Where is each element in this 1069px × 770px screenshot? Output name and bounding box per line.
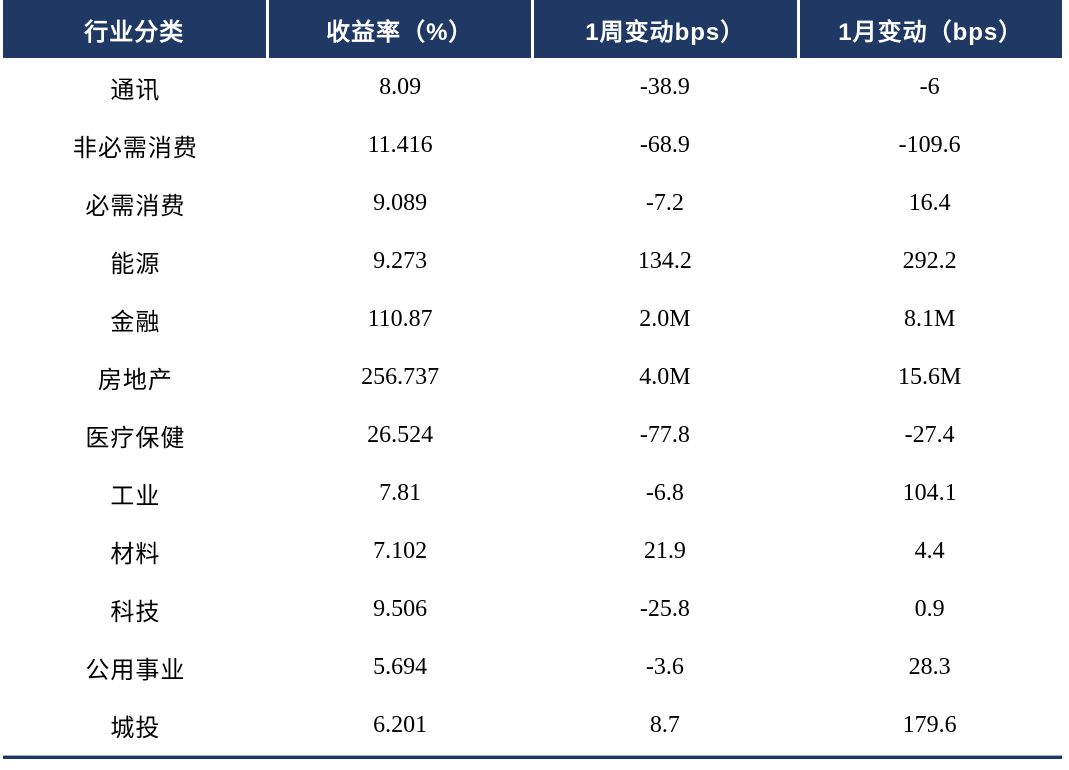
month-change-cell: 4.4 bbox=[914, 537, 945, 564]
week-change-cell: 8.7 bbox=[649, 711, 680, 738]
week-change-cell: 134.2 bbox=[637, 247, 692, 274]
week-change-cell: -38.9 bbox=[639, 73, 690, 100]
table-row: 金融 110.87 2.0M 8.1M bbox=[3, 290, 1062, 348]
yield-cell: 5.694 bbox=[373, 653, 428, 680]
month-change-cell: 104.1 bbox=[902, 479, 957, 506]
yield-cell: 9.273 bbox=[373, 247, 428, 274]
month-change-cell: -6 bbox=[919, 73, 940, 100]
table-row: 工业 7.81 -6.8 104.1 bbox=[3, 464, 1062, 522]
industry-cell: 必需消费 bbox=[85, 192, 186, 220]
week-change-cell: -25.8 bbox=[639, 595, 690, 622]
industry-cell: 能源 bbox=[110, 250, 161, 278]
month-change-cell: 16.4 bbox=[908, 189, 951, 216]
industry-cell: 金融 bbox=[110, 308, 161, 336]
week-change-cell: -3.6 bbox=[645, 653, 684, 680]
industry-cell: 房地产 bbox=[97, 366, 173, 394]
month-change-cell: 179.6 bbox=[902, 711, 957, 738]
week-change-cell: 2.0M bbox=[639, 305, 691, 332]
week-change-cell: -77.8 bbox=[639, 421, 690, 448]
industry-cell: 医疗保健 bbox=[85, 424, 186, 452]
yield-cell: 9.506 bbox=[373, 595, 428, 622]
table-row: 房地产 256.737 4.0M 15.6M bbox=[3, 348, 1062, 406]
yield-cell: 110.87 bbox=[367, 305, 433, 332]
table-row: 科技 9.506 -25.8 0.9 bbox=[3, 580, 1062, 638]
table-row: 材料 7.102 21.9 4.4 bbox=[3, 522, 1062, 580]
week-change-cell: 21.9 bbox=[643, 537, 686, 564]
industry-cell: 城投 bbox=[110, 714, 161, 742]
yield-cell: 8.09 bbox=[379, 73, 422, 100]
week-change-cell: -68.9 bbox=[639, 131, 690, 158]
week-change-cell: 4.0M bbox=[639, 363, 691, 390]
header-month-change-bps: 1月变动（bps） bbox=[799, 0, 1062, 58]
industry-cell: 工业 bbox=[110, 482, 161, 510]
industry-cell: 公用事业 bbox=[85, 656, 186, 684]
table-row: 非必需消费 11.416 -68.9 -109.6 bbox=[3, 116, 1062, 174]
yield-cell: 256.737 bbox=[361, 363, 440, 390]
industry-cell: 科技 bbox=[110, 598, 161, 626]
month-change-cell: 0.9 bbox=[914, 595, 945, 622]
yield-cell: 11.416 bbox=[367, 131, 433, 158]
header-industry: 行业分类 bbox=[3, 0, 266, 58]
month-change-cell: 292.2 bbox=[902, 247, 957, 274]
header-yield-pct: 收益率（%） bbox=[268, 0, 531, 58]
week-change-cell: -6.8 bbox=[645, 479, 684, 506]
yield-cell: 7.102 bbox=[373, 537, 428, 564]
month-change-cell: 8.1M bbox=[903, 305, 956, 332]
yield-cell: 26.524 bbox=[367, 421, 434, 448]
table-row: 能源 9.273 134.2 292.2 bbox=[3, 232, 1062, 290]
month-change-cell: -109.6 bbox=[898, 131, 961, 158]
header-week-change-bps: 1周变动bps） bbox=[534, 0, 797, 58]
industry-cell: 非必需消费 bbox=[72, 134, 198, 162]
table-row: 城投 6.201 8.7 179.6 bbox=[3, 696, 1062, 754]
month-change-cell: -27.4 bbox=[904, 421, 955, 448]
table-row: 公用事业 5.694 -3.6 28.3 bbox=[3, 638, 1062, 696]
yield-cell: 7.81 bbox=[379, 479, 422, 506]
table-bottom-rule bbox=[3, 755, 1062, 759]
month-change-cell: 28.3 bbox=[908, 653, 951, 680]
yield-cell: 6.201 bbox=[373, 711, 428, 738]
table-row: 必需消费 9.089 -7.2 16.4 bbox=[3, 174, 1062, 232]
industry-cell: 材料 bbox=[110, 540, 161, 568]
table-body: 通讯 8.09 -38.9 -6 非必需消费 11.416 -68.9 -109.6 必需消费 9… bbox=[3, 58, 1062, 754]
sector-yield-table: 行业分类 收益率（%） 1周变动bps） 1月变动（bps） 通讯 8.09 -38… bbox=[3, 0, 1062, 759]
week-change-cell: -7.2 bbox=[645, 189, 684, 216]
yield-cell: 9.089 bbox=[373, 189, 428, 216]
table-row: 医疗保健 26.524 -77.8 -27.4 bbox=[3, 406, 1062, 464]
table-header-row: 行业分类 收益率（%） 1周变动bps） 1月变动（bps） bbox=[3, 0, 1062, 58]
table-row: 通讯 8.09 -38.9 -6 bbox=[3, 58, 1062, 116]
month-change-cell: 15.6M bbox=[897, 363, 962, 390]
industry-cell: 通讯 bbox=[110, 76, 161, 104]
